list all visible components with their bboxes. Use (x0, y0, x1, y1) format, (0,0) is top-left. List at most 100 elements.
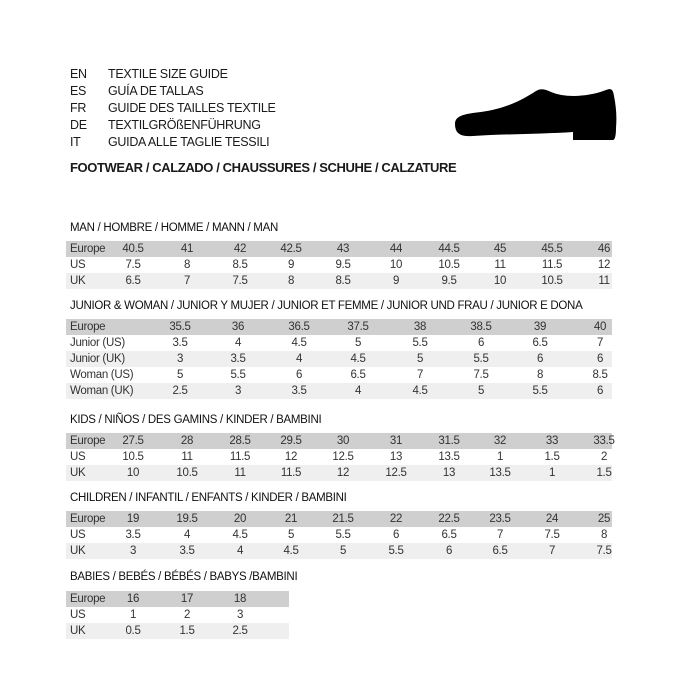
size-cell: 12 (284, 451, 298, 463)
size-cell: 39 (533, 321, 547, 333)
row-label: US (70, 609, 86, 621)
size-cell: 24 (545, 513, 559, 525)
table-header-row: Europe 27.5 28 28.5 29.5 30 31 31.5 32 33 33.5 (66, 433, 615, 449)
size-cell: 6 (596, 353, 604, 365)
size-cell: 36.5 (288, 321, 310, 333)
size-cell: 8 (600, 529, 608, 541)
size-cell: 5 (354, 337, 362, 349)
row-label: UK (70, 625, 86, 637)
size-cell: 19.5 (176, 513, 198, 525)
size-cell: 18 (233, 593, 247, 605)
size-cell: 7.5 (125, 259, 141, 271)
size-cell: 2 (600, 451, 608, 463)
size-cell: 6.5 (441, 529, 457, 541)
size-cell: 42 (233, 243, 247, 255)
size-cell: 5.5 (532, 385, 548, 397)
size-cell: 38 (413, 321, 427, 333)
size-cell: 6.5 (350, 369, 366, 381)
size-cell: 5 (176, 369, 184, 381)
size-cell: 8.5 (592, 369, 608, 381)
size-table: Europe 35.5 3 6 36.5 37.5 38 38.5 39 40 Junior (US… (66, 319, 612, 399)
size-cell: 10 (126, 467, 140, 479)
lang-code: DE (70, 118, 87, 132)
size-cell: 13 (389, 451, 403, 463)
size-cell: 4 (234, 337, 242, 349)
lang-code: IT (70, 135, 81, 149)
row-label: Europe (70, 321, 106, 333)
lang-title: TEXTILGRÖßENFÜHRUNG (108, 118, 261, 132)
lang-line-it: IT GUIDA ALLE TAGLIE TESSILI (70, 134, 270, 151)
size-cell: 4.5 (412, 385, 428, 397)
size-cell: 2 (183, 609, 191, 621)
size-cell: 8 (536, 369, 544, 381)
size-cell: 21.5 (332, 513, 354, 525)
size-cell: 44 (389, 243, 403, 255)
table-row: UK 3 3.5 4 4.5 5 5.5 6 6.5 7 7.5 (66, 543, 612, 559)
size-cell: 7.5 (596, 545, 612, 557)
section-title: JUNIOR & WOMAN / JUNIOR Y MUJER / JUNIOR… (70, 300, 583, 312)
size-cell: 5 (477, 385, 485, 397)
size-cell: 7.5 (473, 369, 489, 381)
size-cell: 11 (234, 467, 246, 479)
lang-title: GUÍA DE TALLAS (108, 84, 204, 98)
size-cell: 38.5 (470, 321, 492, 333)
size-cell: 7 (416, 369, 424, 381)
size-cell: 32 (493, 435, 507, 447)
row-label: Europe (70, 435, 106, 447)
size-cell: 5.5 (473, 353, 489, 365)
size-cell: 11.5 (280, 467, 302, 479)
size-cell: 22.5 (438, 513, 460, 525)
size-table: Europe 19 19.5 20 21 21.5 22 22.5 23.5 24 25 US 3.5 4… (66, 511, 612, 559)
table-row: US 3.5 4 4.5 5 5.5 6 6.5 7 7.5 8 (66, 527, 612, 543)
size-cell: 8 (183, 259, 191, 271)
size-cell: 6 (295, 369, 303, 381)
size-cell: 16 (126, 593, 140, 605)
table-header-row: Europe 16 17 18 (66, 591, 289, 607)
size-cell: 3 (234, 385, 242, 397)
size-cell: 45.5 (541, 243, 563, 255)
size-cell: 37.5 (347, 321, 369, 333)
size-cell: 4 (354, 385, 362, 397)
size-cell: 5 (339, 545, 347, 557)
table-row: UK 0.5 1.5 2.5 (66, 623, 289, 639)
size-cell: 6.5 (125, 275, 141, 287)
size-cell: 1.5 (544, 451, 560, 463)
table-row: US 1 2 3 (66, 607, 289, 623)
size-cell: 30 (336, 435, 350, 447)
size-cell: 10.5 (541, 275, 563, 287)
table-row: US 7.5 8 8.5 9 9.5 10 10.5 11 11.5 12 (66, 257, 612, 273)
lang-line-en: EN TEXTILE SIZE GUIDE (70, 66, 228, 83)
size-cell: 3.5 (179, 545, 195, 557)
size-cell: 5.5 (230, 369, 246, 381)
size-cell: 21 (284, 513, 298, 525)
size-cell: 4.5 (291, 337, 307, 349)
size-cell: 35.5 (169, 321, 191, 333)
table-row: Woman (UK) 2.5 3 3.5 4 4.5 5 5.5 6 (66, 383, 612, 399)
table-row: Woman (US) 5 5.5 6 6.5 7 7.5 8 8.5 (66, 367, 612, 383)
size-cell: 27.5 (122, 435, 144, 447)
size-cell: 10.5 (176, 467, 198, 479)
row-label: Europe (70, 593, 106, 605)
size-cell: 6 (392, 529, 400, 541)
size-cell: 8.5 (232, 259, 248, 271)
row-label: Woman (UK) (70, 385, 134, 397)
size-cell: 9 (392, 275, 400, 287)
size-cell: 4.5 (283, 545, 299, 557)
size-cell: 1.5 (179, 625, 195, 637)
row-label: Junior (US) (70, 337, 125, 349)
size-cell: 33.5 (593, 435, 615, 447)
size-cell: 9 (287, 259, 295, 271)
size-cell: 6 (477, 337, 485, 349)
lang-line-es: ES GUÍA DE TALLAS (70, 83, 204, 100)
size-cell: 23.5 (489, 513, 511, 525)
section-title: CHILDREN / INFANTIL / ENFANTS / KINDER /… (70, 492, 347, 504)
size-cell: 3 (236, 609, 244, 621)
size-cell: 5 (287, 529, 295, 541)
size-cell: 40 (593, 321, 607, 333)
row-label: US (70, 529, 86, 541)
size-cell: 29.5 (280, 435, 302, 447)
size-cell: 11.5 (229, 451, 251, 463)
size-cell: 40.5 (122, 243, 144, 255)
row-label: Junior (UK) (70, 353, 125, 365)
size-cell: 4.5 (350, 353, 366, 365)
